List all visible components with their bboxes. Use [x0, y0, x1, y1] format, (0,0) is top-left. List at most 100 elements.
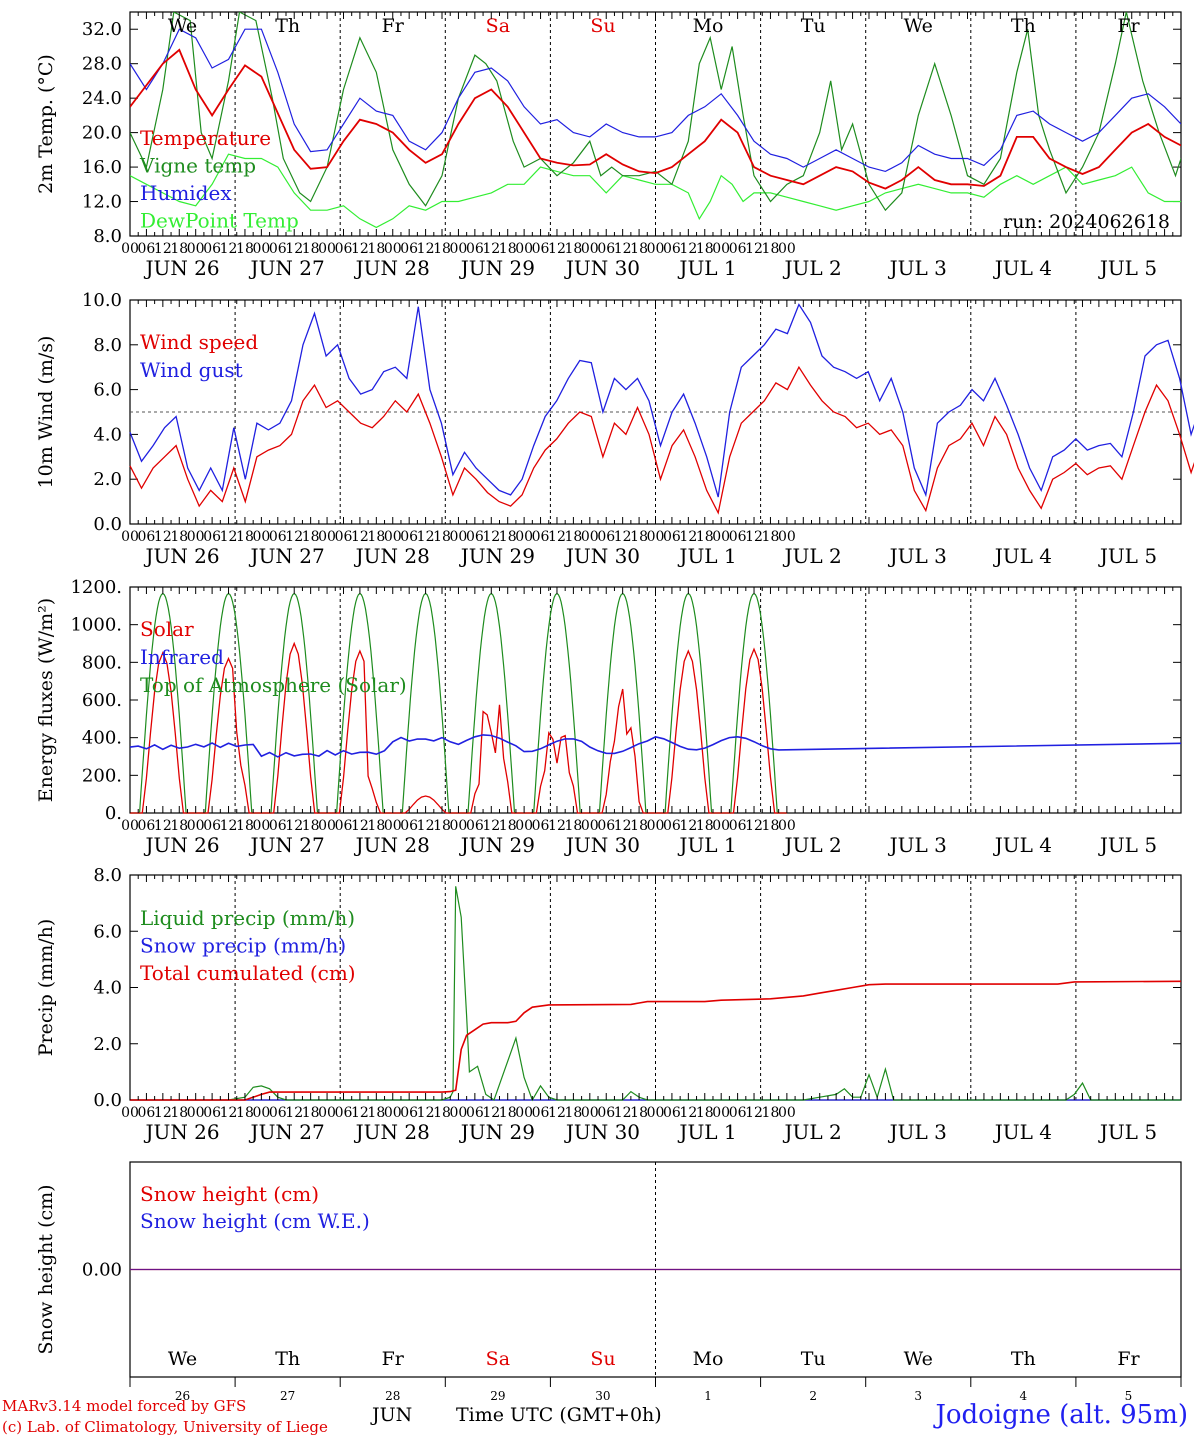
y-tick-label: 0.: [105, 803, 122, 824]
hour-tick-label: 00: [121, 818, 139, 834]
legend-snow-height-cm-w-e: Snow height (cm W.E.): [140, 1209, 370, 1233]
bottom-date-label: 27: [280, 1389, 295, 1403]
hour-tick-label: 06: [597, 818, 615, 834]
hour-tick-label: 00: [712, 1105, 730, 1121]
date-label: JUL 2: [783, 256, 842, 280]
hour-tick-label: 06: [400, 529, 418, 545]
legend-infrared: Infrared: [140, 645, 224, 669]
hour-tick-label: 18: [630, 1105, 648, 1121]
hour-tick-label: 12: [614, 818, 632, 834]
hour-tick-label: 18: [499, 529, 517, 545]
y-axis-label: Snow height (cm): [35, 1184, 57, 1354]
hour-tick-label: 18: [236, 818, 254, 834]
y-tick-label: 8.0: [93, 226, 122, 247]
hour-tick-label: 00: [450, 241, 468, 257]
hour-tick-label: 06: [663, 529, 681, 545]
date-label: JUN 30: [564, 833, 640, 857]
hour-tick-label: 18: [367, 241, 385, 257]
hour-tick-label: 06: [138, 1105, 156, 1121]
y-tick-label: 2.0: [93, 1034, 122, 1055]
hour-tick-label: 00: [581, 529, 599, 545]
date-label: JUN 30: [564, 256, 640, 280]
y-tick-label: 2.0: [93, 469, 122, 490]
hour-tick-label: 18: [236, 241, 254, 257]
panel-3: 0. 200. 400. 600. 800. 1000. 1200. Energy fluxe…: [35, 577, 1182, 857]
hour-tick-label: 18: [564, 1105, 582, 1121]
hour-tick-label: 00: [778, 818, 796, 834]
hour-tick-label: 00: [384, 1105, 402, 1121]
hour-tick-label: 12: [614, 241, 632, 257]
hour-tick-label: 00: [515, 818, 533, 834]
hour-tick-label: 00: [121, 529, 139, 545]
hour-tick-label: 06: [532, 1105, 550, 1121]
y-tick-label: 12.0: [82, 192, 122, 213]
hour-tick-label: 12: [417, 1105, 435, 1121]
panel-1: 8.0 12.0 16.0 20.0 24.0 28.0 32.0 2m Temp. (°C)…: [35, 11, 1182, 280]
hour-tick-label: 00: [450, 818, 468, 834]
y-tick-label: 4.0: [93, 424, 122, 445]
series-temperature: [130, 48, 1181, 190]
hour-tick-label: 06: [203, 241, 221, 257]
date-label: JUN 30: [564, 1120, 640, 1144]
day-label: Sa: [486, 15, 510, 37]
legend-humidex: Humidex: [140, 181, 232, 205]
date-label: JUL 2: [783, 544, 842, 568]
hour-tick-label: 12: [548, 529, 566, 545]
hour-tick-label: 06: [466, 1105, 484, 1121]
y-tick-label: 32.0: [82, 19, 122, 40]
hour-tick-label: 18: [433, 241, 451, 257]
hour-tick-label: 00: [450, 1105, 468, 1121]
hour-tick-label: 18: [433, 1105, 451, 1121]
hour-tick-label: 00: [778, 241, 796, 257]
hour-tick-label: 06: [729, 529, 747, 545]
hour-tick-label: 18: [433, 529, 451, 545]
y-tick-label: 8.0: [93, 865, 122, 886]
date-label: JUN 26: [143, 256, 219, 280]
hour-tick-label: 00: [581, 818, 599, 834]
bottom-date-label: 3: [914, 1389, 922, 1403]
day-label: Tu: [801, 15, 826, 37]
series-top-of-atmosphere: [130, 592, 787, 814]
hour-tick-label: 12: [548, 1105, 566, 1121]
hour-tick-label: 18: [367, 818, 385, 834]
hour-tick-label: 12: [482, 529, 500, 545]
y-tick-label: 0.0: [93, 514, 122, 535]
hour-tick-label: 18: [170, 818, 188, 834]
hour-tick-label: 12: [220, 818, 238, 834]
hour-tick-label: 06: [597, 529, 615, 545]
hour-tick-label: 18: [630, 818, 648, 834]
bottom-date-label: 30: [595, 1389, 610, 1403]
hour-tick-label: 18: [302, 818, 320, 834]
hour-tick-label: 12: [745, 241, 763, 257]
hour-tick-label: 06: [663, 241, 681, 257]
legend-snow-precip-mm-h: Snow precip (mm/h): [140, 934, 346, 958]
date-label: JUL 1: [677, 1120, 736, 1144]
hour-tick-label: 00: [384, 529, 402, 545]
hour-tick-label: 12: [482, 241, 500, 257]
date-label: JUN 28: [354, 256, 430, 280]
hour-tick-label: 18: [302, 529, 320, 545]
hour-tick-label: 00: [450, 529, 468, 545]
legend-liquid-precip-mm-h: Liquid precip (mm/h): [140, 906, 355, 930]
date-label: JUN 29: [459, 1120, 535, 1144]
hour-tick-label: 18: [630, 241, 648, 257]
hour-tick-label: 06: [203, 818, 221, 834]
day-label: Fr: [382, 15, 405, 37]
hour-tick-label: 06: [138, 529, 156, 545]
hour-tick-label: 18: [170, 529, 188, 545]
hour-tick-label: 00: [187, 241, 205, 257]
date-label: JUN 26: [143, 1120, 219, 1144]
station-label: Jodoigne (alt. 95m): [935, 1400, 1188, 1430]
hour-tick-label: 12: [614, 1105, 632, 1121]
hour-tick-label: 18: [236, 1105, 254, 1121]
hour-tick-label: 06: [269, 529, 287, 545]
y-tick-label: 200.: [82, 765, 122, 786]
hour-tick-label: 00: [778, 529, 796, 545]
run-label: run: 2024062618: [1003, 211, 1170, 233]
bottom-date-label: 4: [1020, 1389, 1028, 1403]
y-tick-label: 10.0: [82, 290, 122, 311]
y-tick-label: 4.0: [93, 978, 122, 999]
day-label: Th: [1011, 1348, 1036, 1370]
hour-tick-label: 00: [647, 818, 665, 834]
